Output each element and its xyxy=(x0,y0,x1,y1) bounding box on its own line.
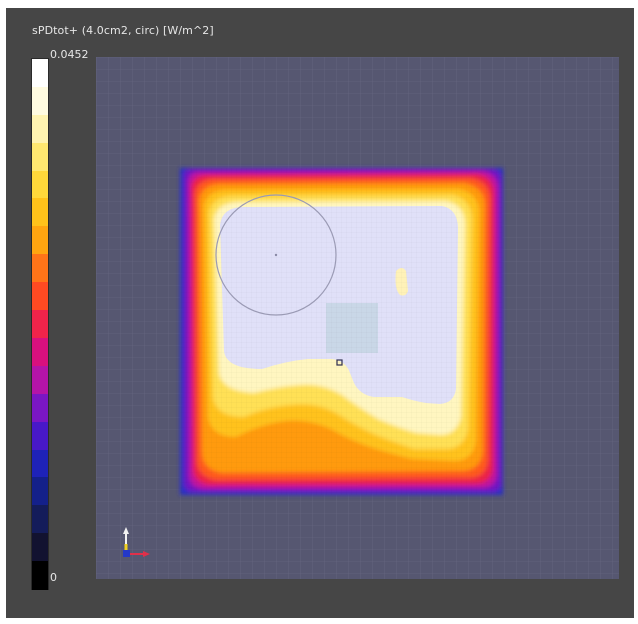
axis-x-arrow xyxy=(143,551,150,557)
color-scale-segment xyxy=(32,170,48,200)
color-scale-segment xyxy=(32,421,48,451)
color-scale-segment xyxy=(32,59,48,88)
color-scale-segment xyxy=(32,533,48,563)
color-scale-segment xyxy=(32,561,48,591)
color-scale-segment xyxy=(32,142,48,172)
color-scale-min-label: 0 xyxy=(50,571,57,584)
orientation-axes-triad xyxy=(123,527,150,557)
averaging-area-circle xyxy=(215,194,337,316)
color-scale-segment xyxy=(32,114,48,144)
color-scale-segment xyxy=(32,505,48,535)
circle-center-dot xyxy=(274,253,278,257)
quantity-title: sPDtot+ (4.0cm2, circ) [W/m^2] xyxy=(32,24,214,37)
color-scale-max-label: 0.0452 xyxy=(50,48,89,61)
color-scale-segment xyxy=(32,282,48,312)
color-scale-segment xyxy=(32,393,48,423)
color-scale-segment xyxy=(32,86,48,116)
surface-fine-grid xyxy=(180,168,503,495)
peak-location-marker xyxy=(336,359,343,366)
color-scale-segment xyxy=(32,198,48,228)
color-scale-segment xyxy=(32,254,48,284)
color-scale-segment xyxy=(32,449,48,479)
3d-viewport[interactable] xyxy=(96,57,619,579)
power-density-distribution-map xyxy=(96,57,619,579)
axis-origin xyxy=(123,550,130,557)
color-scale-segment xyxy=(32,337,48,367)
color-scale-bar xyxy=(31,58,49,591)
axis-y-arrow xyxy=(123,527,129,534)
color-scale-segment xyxy=(32,477,48,507)
viewer-panel: sPDtot+ (4.0cm2, circ) [W/m^2] 0.0452 0 xyxy=(6,8,634,618)
color-scale-segment xyxy=(32,365,48,395)
color-scale-segment xyxy=(32,310,48,339)
color-scale-segment xyxy=(32,226,48,256)
